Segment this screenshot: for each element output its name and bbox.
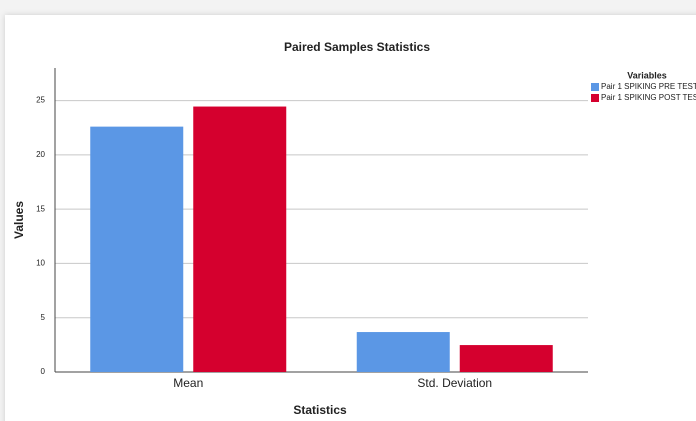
bar xyxy=(459,345,553,372)
legend-title: Variables xyxy=(627,70,667,80)
x-axis-label: Statistics xyxy=(293,403,347,417)
y-tick-label: 20 xyxy=(36,150,45,159)
bar xyxy=(90,126,184,372)
chart-title: Paired Samples Statistics xyxy=(284,40,430,54)
bar xyxy=(356,332,450,372)
y-tick-label: 5 xyxy=(41,313,46,322)
y-tick-label: 10 xyxy=(36,259,45,268)
bar xyxy=(193,106,287,373)
y-tick-label: 15 xyxy=(36,204,45,213)
y-tick-label: 25 xyxy=(36,96,45,105)
legend-label: Pair 1 SPIKING PRE TEST xyxy=(601,82,696,91)
x-tick-label: Std. Deviation xyxy=(417,376,492,390)
y-axis-label: Values xyxy=(12,201,26,239)
legend-swatch xyxy=(591,94,599,102)
legend-label: Pair 1 SPIKING POST TES xyxy=(601,93,696,102)
x-tick-label: Mean xyxy=(173,376,203,390)
y-tick-label: 0 xyxy=(41,367,46,376)
legend-swatch xyxy=(591,83,599,91)
